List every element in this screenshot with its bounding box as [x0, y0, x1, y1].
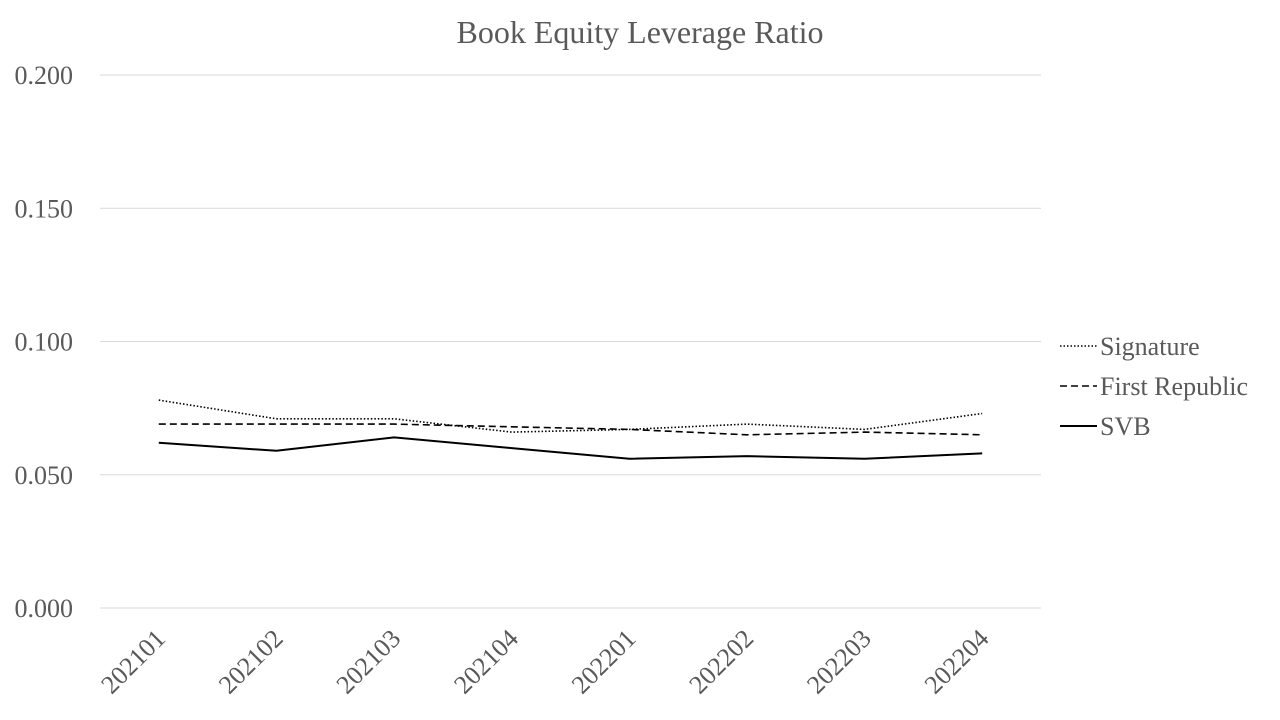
- x-tick-label: 202101: [95, 624, 171, 700]
- legend: Signature First Republic SVB: [1060, 332, 1248, 441]
- y-tick-label: 0.200: [15, 61, 74, 90]
- x-tick-label: 202204: [919, 624, 995, 700]
- x-tick-label: 202201: [566, 624, 642, 700]
- y-tick-label: 0.000: [15, 594, 74, 623]
- gridlines: [100, 74, 1041, 609]
- y-tick-label: 0.050: [15, 461, 74, 490]
- legend-label: First Republic: [1100, 372, 1248, 401]
- series-line-first-republic: [158, 423, 983, 436]
- y-tick-label: 0.100: [15, 328, 74, 357]
- series-line-svb: [158, 436, 983, 460]
- y-tick-label: 0.150: [15, 194, 74, 223]
- series-line-signature: [158, 399, 983, 433]
- chart-title: Book Equity Leverage Ratio: [456, 14, 823, 50]
- x-tick-label: 202202: [684, 624, 760, 700]
- x-tick-label: 202102: [213, 624, 289, 700]
- x-tick-label: 202104: [448, 624, 524, 700]
- x-tick-label: 202203: [801, 624, 877, 700]
- x-tick-label: 202103: [331, 624, 407, 700]
- series-lines: [158, 399, 983, 460]
- y-axis-ticks: 0.000 0.050 0.100 0.150 0.200: [15, 61, 74, 623]
- legend-label: Signature: [1100, 332, 1200, 361]
- legend-label: SVB: [1100, 412, 1151, 441]
- x-axis-ticks: 202101 202102 202103 202104 202201 202202 2022…: [95, 624, 994, 700]
